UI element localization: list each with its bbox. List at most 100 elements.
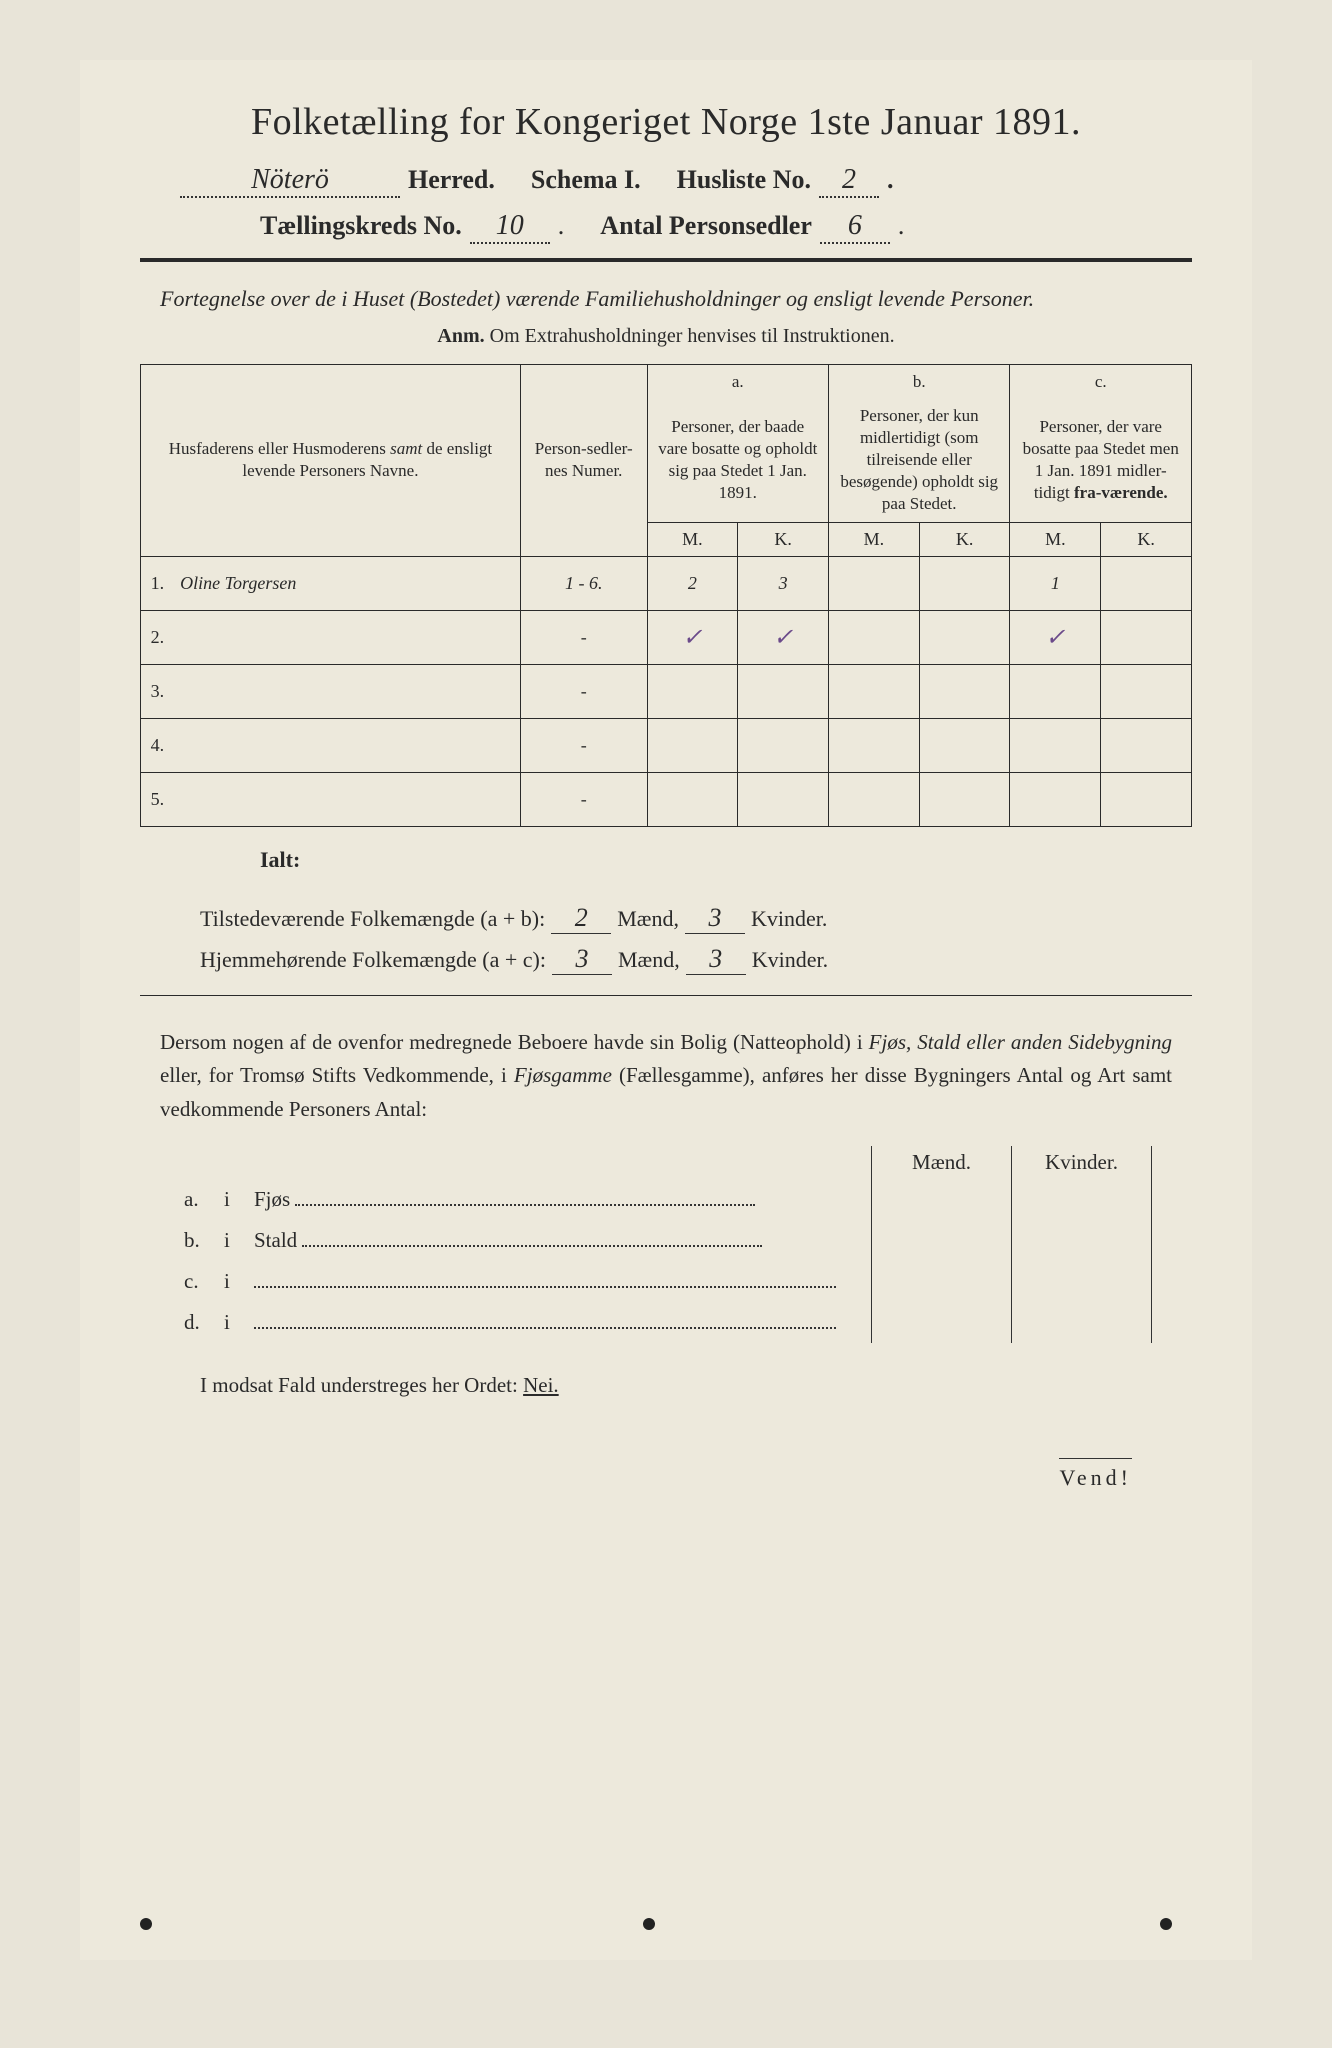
dot-mark: [643, 1918, 655, 1930]
row-cm: ✓: [1010, 610, 1101, 664]
col-b-k: K.: [919, 522, 1010, 556]
row-cm: [1010, 772, 1101, 826]
subtitle: Fortegnelse over de i Huset (Bostedet) v…: [140, 282, 1192, 315]
bygn-i: i: [220, 1302, 250, 1343]
table-row: 1.Oline Torgersen1 - 6.231: [141, 556, 1192, 610]
maend-1: Mænd,: [617, 906, 679, 932]
row-am: 2: [647, 556, 738, 610]
census-form-page: Folketælling for Kongeriget Norge 1ste J…: [80, 60, 1252, 1960]
antal-value: 6: [820, 210, 890, 244]
totals-line-2: Hjemmehørende Folkemængde (a + c): 3 Mæn…: [200, 944, 1192, 975]
anm-text: Om Extrahusholdninger henvises til Instr…: [490, 325, 895, 347]
dot-mark: [140, 1918, 152, 1930]
bygn-i: i: [220, 1220, 250, 1261]
row-ak: [738, 664, 829, 718]
bygn-label-cell: [250, 1302, 872, 1343]
col-c-desc: Personer, der vare bosatte paa Stedet me…: [1010, 399, 1192, 522]
row-bm: [828, 718, 919, 772]
schema-label: Schema I.: [531, 165, 641, 195]
table-row: 4. -: [141, 718, 1192, 772]
row-am: ✓: [647, 610, 738, 664]
bygn-row: b.iStald: [180, 1220, 1152, 1261]
line1-m: 2: [551, 903, 611, 934]
vend-label: Vend!: [1059, 1458, 1132, 1491]
bygn-dots: [254, 1311, 836, 1329]
row-number: 3.: [141, 664, 173, 718]
line1-k: 3: [685, 903, 745, 934]
bygn-dots: [295, 1188, 755, 1206]
para-t2: eller, for Tromsø Stifts Vedkommende, i: [160, 1063, 514, 1087]
bygn-i: i: [220, 1261, 250, 1302]
col-b-desc: Personer, der kun midlertidigt (som tilr…: [828, 399, 1009, 522]
row-bk: [919, 556, 1010, 610]
col-c-m: M.: [1010, 522, 1101, 556]
row-am: [647, 772, 738, 826]
bygn-row: c.i: [180, 1261, 1152, 1302]
herred-value: Nöterö: [180, 164, 400, 198]
row-bm: [828, 556, 919, 610]
bygn-dots: [254, 1270, 836, 1288]
row-number: 4.: [141, 718, 173, 772]
bygn-maend: Mænd.: [872, 1146, 1012, 1179]
row-cm: [1010, 718, 1101, 772]
totals-line-1: Tilstedeværende Folkemængde (a + b): 2 M…: [200, 903, 1192, 934]
row-bm: [828, 610, 919, 664]
row-number: 2.: [141, 610, 173, 664]
bygn-dots: [302, 1229, 762, 1247]
col1-text: Husfaderens eller Husmoderens samt de en…: [169, 439, 492, 480]
col-a-label: a.: [647, 365, 828, 400]
row-ak: [738, 772, 829, 826]
line2-m: 3: [552, 944, 612, 975]
row-num-range: -: [520, 718, 647, 772]
col-header-name: Husfaderens eller Husmoderens samt de en…: [141, 365, 521, 557]
bygn-m-cell: [872, 1261, 1012, 1302]
bygn-label-cell: [250, 1261, 872, 1302]
bygn-row: a.iFjøs: [180, 1179, 1152, 1220]
row-bk: [919, 772, 1010, 826]
bygn-m-cell: [872, 1179, 1012, 1220]
kreds-label: Tællingskreds No.: [260, 211, 462, 241]
main-table: Husfaderens eller Husmoderens samt de en…: [140, 364, 1192, 827]
bygn-header-row: Mænd. Kvinder.: [180, 1146, 1152, 1179]
rule-2: [140, 995, 1192, 996]
row-am: [647, 664, 738, 718]
col-a-m: M.: [647, 522, 738, 556]
nei-line: I modsat Fald understreges her Ordet: Ne…: [200, 1373, 1132, 1398]
row-num-range: -: [520, 610, 647, 664]
row-ak: [738, 718, 829, 772]
husliste-value: 2: [819, 164, 879, 198]
row-ak: ✓: [738, 610, 829, 664]
bygn-k-cell: [1012, 1261, 1152, 1302]
row-num-range: -: [520, 664, 647, 718]
line1-label: Tilstedeværende Folkemængde (a + b):: [200, 906, 545, 932]
bygn-letter: b.: [180, 1220, 220, 1261]
row-ck: [1101, 556, 1192, 610]
nei-word: Nei.: [523, 1373, 559, 1397]
row-num-range: -: [520, 772, 647, 826]
kvinder-1: Kvinder.: [751, 906, 827, 932]
husliste-label: Husliste No.: [677, 165, 811, 195]
totals-section: Tilstedeværende Folkemængde (a + b): 2 M…: [200, 903, 1192, 975]
table-row: 5. -: [141, 772, 1192, 826]
row-number: 5.: [141, 772, 173, 826]
row-am: [647, 718, 738, 772]
row-ck: [1101, 772, 1192, 826]
para-i2: Fjøsgamme: [514, 1063, 612, 1087]
bygn-k-cell: [1012, 1302, 1152, 1343]
bygn-k-cell: [1012, 1179, 1152, 1220]
bygn-kvinder: Kvinder.: [1012, 1146, 1152, 1179]
bygn-i: i: [220, 1179, 250, 1220]
bygn-label: Stald: [254, 1228, 297, 1252]
row-name: [172, 718, 520, 772]
para-i1: Fjøs, Stald eller anden Sidebygning: [869, 1030, 1172, 1054]
row-cm: 1: [1010, 556, 1101, 610]
bygn-letter: a.: [180, 1179, 220, 1220]
dot-mark: [1160, 1918, 1172, 1930]
col-a-desc: Personer, der baade vare bosatte og opho…: [647, 399, 828, 522]
row-ak: 3: [738, 556, 829, 610]
bygn-letter: d.: [180, 1302, 220, 1343]
row-cm: [1010, 664, 1101, 718]
nei-text: I modsat Fald understreges her Ordet:: [200, 1373, 523, 1397]
col-c-label: c.: [1010, 365, 1192, 400]
table-row: 2.-✓✓✓: [141, 610, 1192, 664]
